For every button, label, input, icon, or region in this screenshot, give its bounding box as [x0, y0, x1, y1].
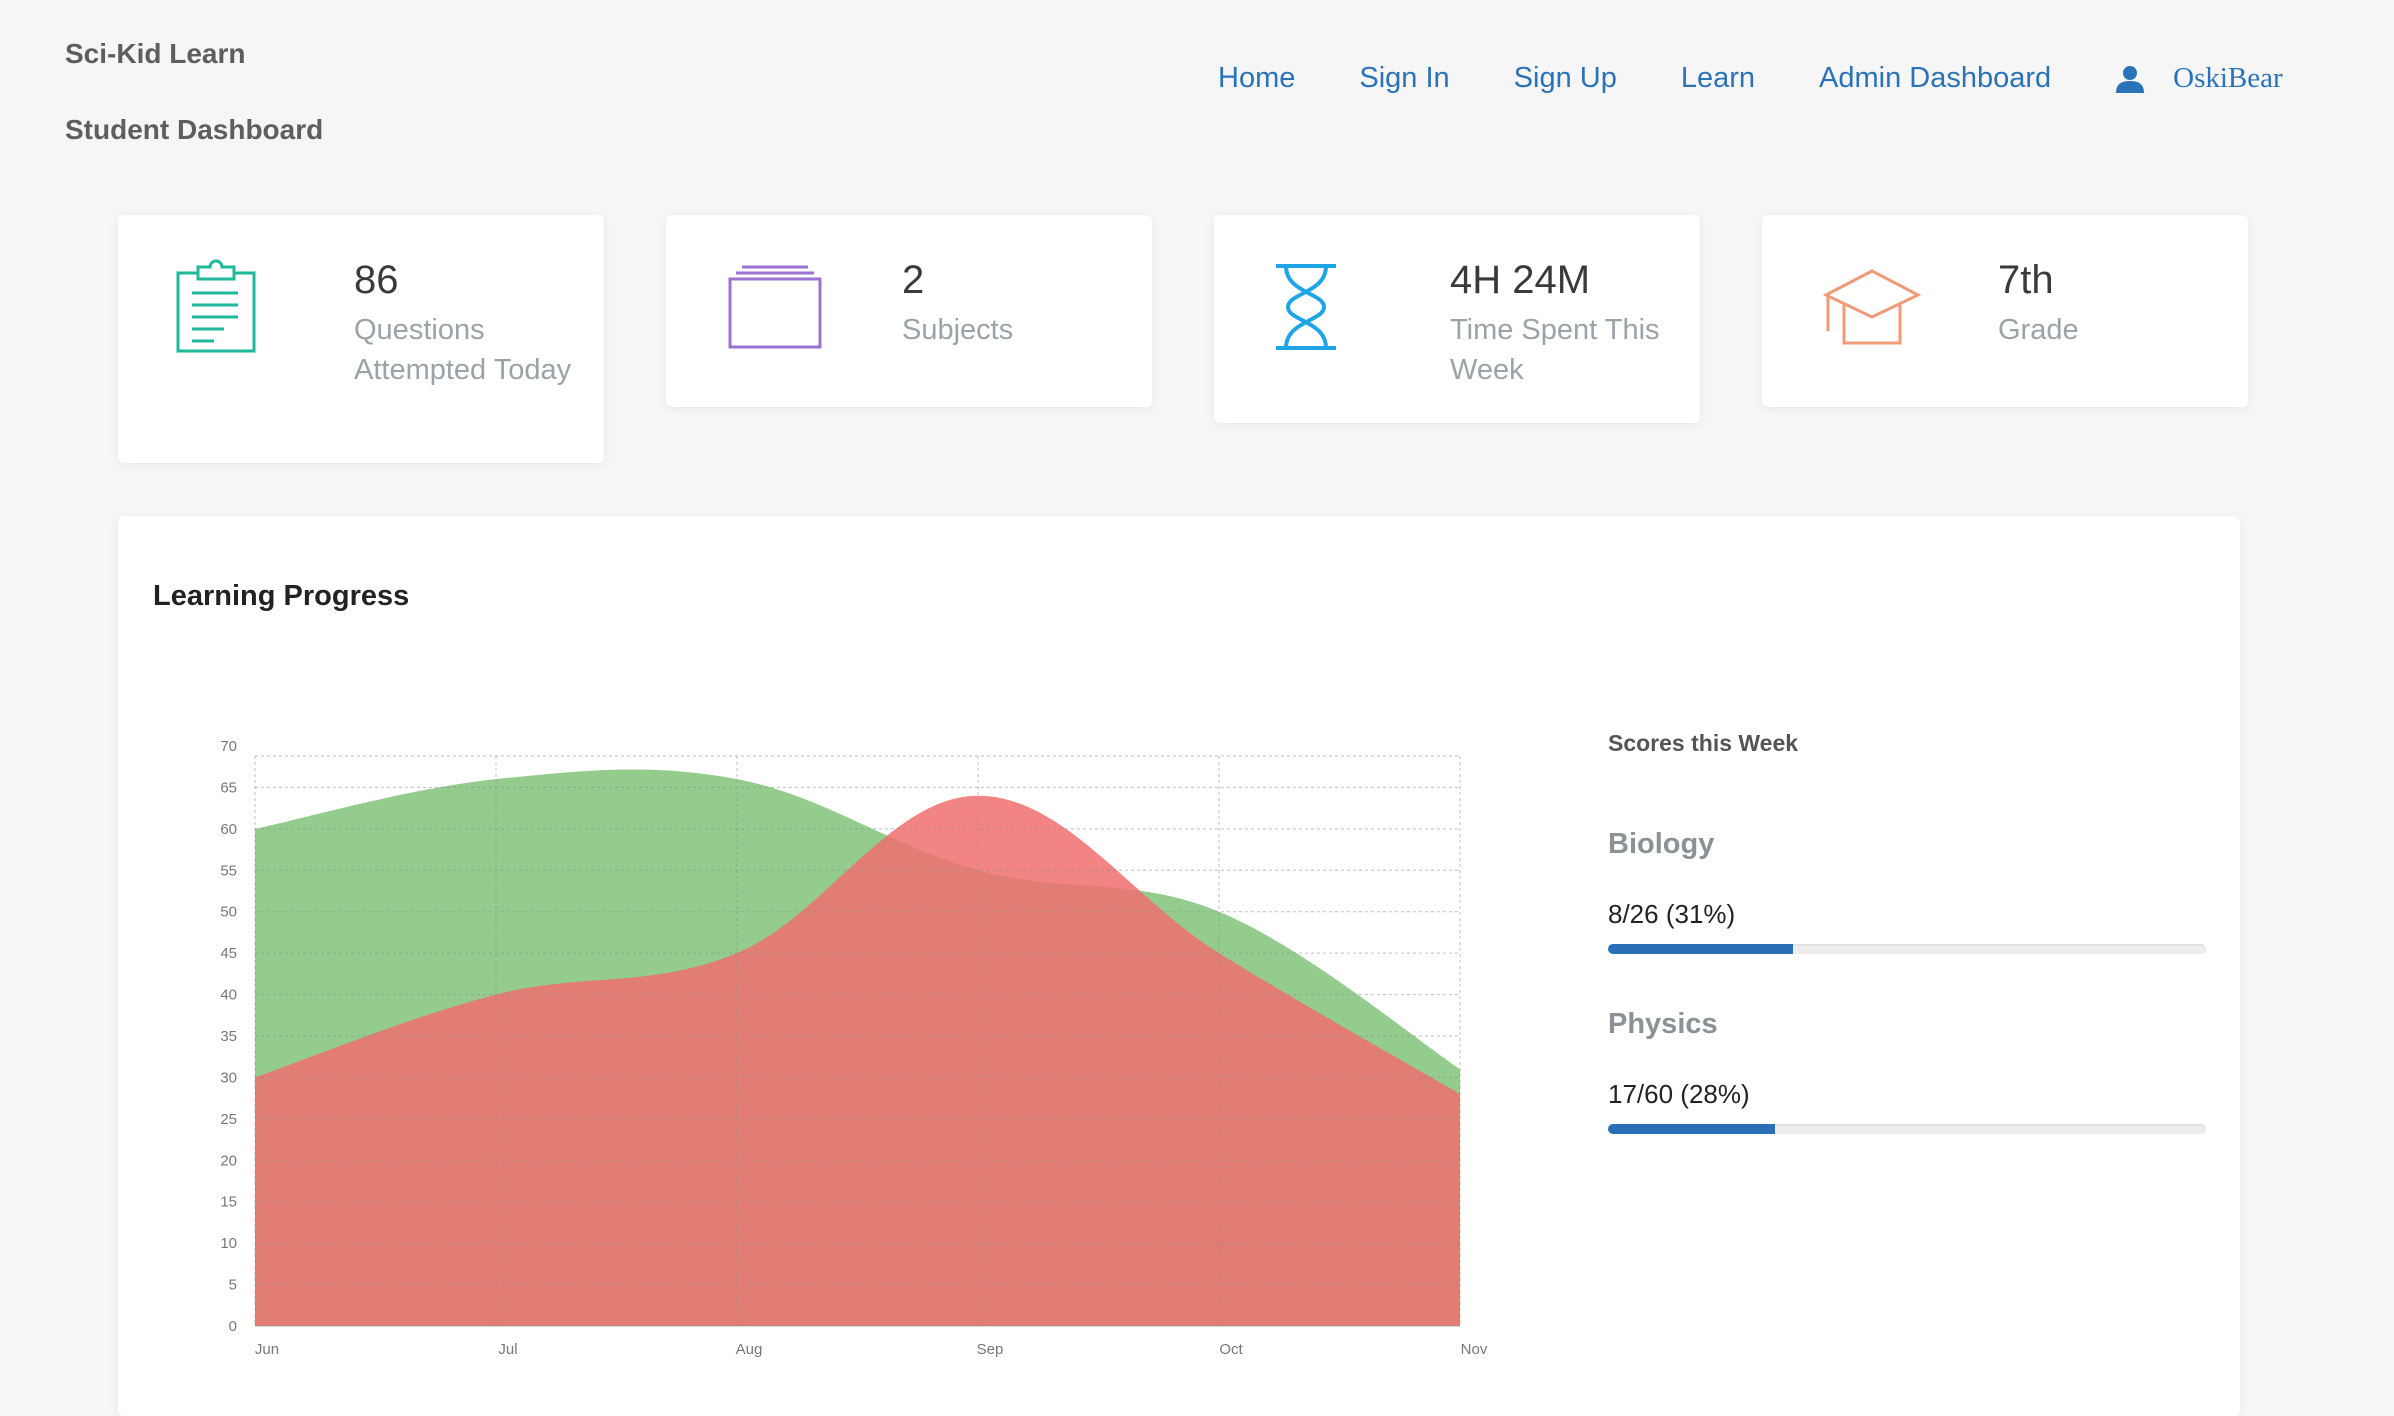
stat-label: Time Spent This Week — [1450, 314, 1660, 386]
stat-card-questions: 86 Questions Attempted Today — [118, 215, 604, 463]
brand-block: Sci-Kid Learn Student Dashboard — [65, 38, 323, 146]
stat-value: 86 — [354, 258, 399, 302]
stat-label: Subjects — [902, 314, 1014, 346]
y-tick-label: 50 — [220, 904, 237, 921]
y-tick-label: 10 — [220, 1235, 237, 1252]
stat-card-grade: 7th Grade — [1762, 215, 2248, 407]
x-tick-label: Oct — [1219, 1341, 1243, 1358]
nav-sign-up[interactable]: Sign Up — [1513, 62, 1617, 94]
clipboard-icon — [174, 259, 258, 360]
progress-bar — [1608, 944, 2206, 954]
y-tick-label: 70 — [220, 738, 237, 755]
y-tick-label: 5 — [229, 1277, 237, 1294]
user-menu[interactable]: OskiBear — [2115, 62, 2283, 95]
user-name: OskiBear — [2173, 62, 2283, 94]
stat-card-subjects: 2 Subjects — [666, 215, 1152, 407]
x-tick-label: Jul — [498, 1341, 517, 1358]
x-tick-label: Aug — [736, 1341, 763, 1358]
stat-value: 7th — [1998, 258, 2054, 302]
y-tick-label: 25 — [220, 1111, 237, 1128]
scores-title: Scores this Week — [1608, 730, 1799, 756]
learning-progress-panel: Learning Progress 0 5 10 15 20 25 30 35 40 45 50 55… — [118, 516, 2240, 1416]
subject-name: Physics — [1608, 1008, 1718, 1040]
panel-title: Learning Progress — [153, 580, 410, 612]
series-area-1 — [255, 795, 1460, 1326]
stat-value: 4H 24M — [1450, 258, 1591, 302]
graduation-cap-icon — [1822, 267, 1922, 352]
subject-name: Biology — [1608, 828, 1715, 860]
y-tick-label: 15 — [220, 1194, 237, 1211]
top-nav: Home Sign In Sign Up Learn Admin Dashboa… — [1218, 62, 2283, 95]
nav-admin-dashboard[interactable]: Admin Dashboard — [1819, 62, 2052, 94]
stat-label: Grade — [1998, 314, 2079, 346]
y-tick-label: 60 — [220, 821, 237, 838]
progress-fill — [1608, 944, 1794, 954]
y-tick-label: 40 — [220, 987, 237, 1004]
y-tick-label: 0 — [229, 1318, 237, 1335]
y-tick-label: 30 — [220, 1069, 237, 1086]
x-tick-label: Sep — [977, 1341, 1004, 1358]
progress-chart: 0 5 10 15 20 25 30 35 40 45 50 55 60 65 70 Jun Jul Aug Sep… — [220, 738, 1488, 1358]
progress-bar — [1608, 1124, 2206, 1134]
y-tick-label: 65 — [220, 779, 237, 796]
y-tick-label: 55 — [220, 862, 237, 879]
app-title: Sci-Kid Learn — [65, 38, 246, 69]
nav-home[interactable]: Home — [1218, 62, 1296, 94]
stat-card-time: 4H 24M Time Spent This Week — [1214, 215, 1700, 423]
subject-score: 8/26 (31%) — [1608, 899, 1736, 929]
hourglass-icon — [1274, 263, 1338, 356]
y-tick-label: 45 — [220, 945, 237, 962]
x-tick-label: Nov — [1461, 1341, 1488, 1358]
user-icon — [2116, 65, 2145, 93]
folder-stack-icon — [728, 265, 822, 354]
stat-value: 2 — [902, 258, 925, 302]
subject-biology: Biology 8/26 (31%) — [1608, 828, 2208, 954]
nav-sign-in[interactable]: Sign In — [1359, 62, 1450, 94]
page-title: Student Dashboard — [65, 114, 324, 145]
y-tick-label: 35 — [220, 1028, 237, 1045]
scores-panel: Scores this Week Biology 8/26 (31%) Phys… — [1608, 730, 2208, 1134]
subject-physics: Physics 17/60 (28%) — [1608, 1008, 2208, 1134]
stat-label: Questions Attempted Today — [354, 314, 572, 386]
nav-learn[interactable]: Learn — [1680, 62, 1755, 94]
y-tick-label: 20 — [220, 1152, 237, 1169]
subject-score: 17/60 (28%) — [1608, 1079, 1750, 1109]
progress-fill — [1608, 1124, 1776, 1134]
x-tick-label: Jun — [255, 1341, 279, 1358]
